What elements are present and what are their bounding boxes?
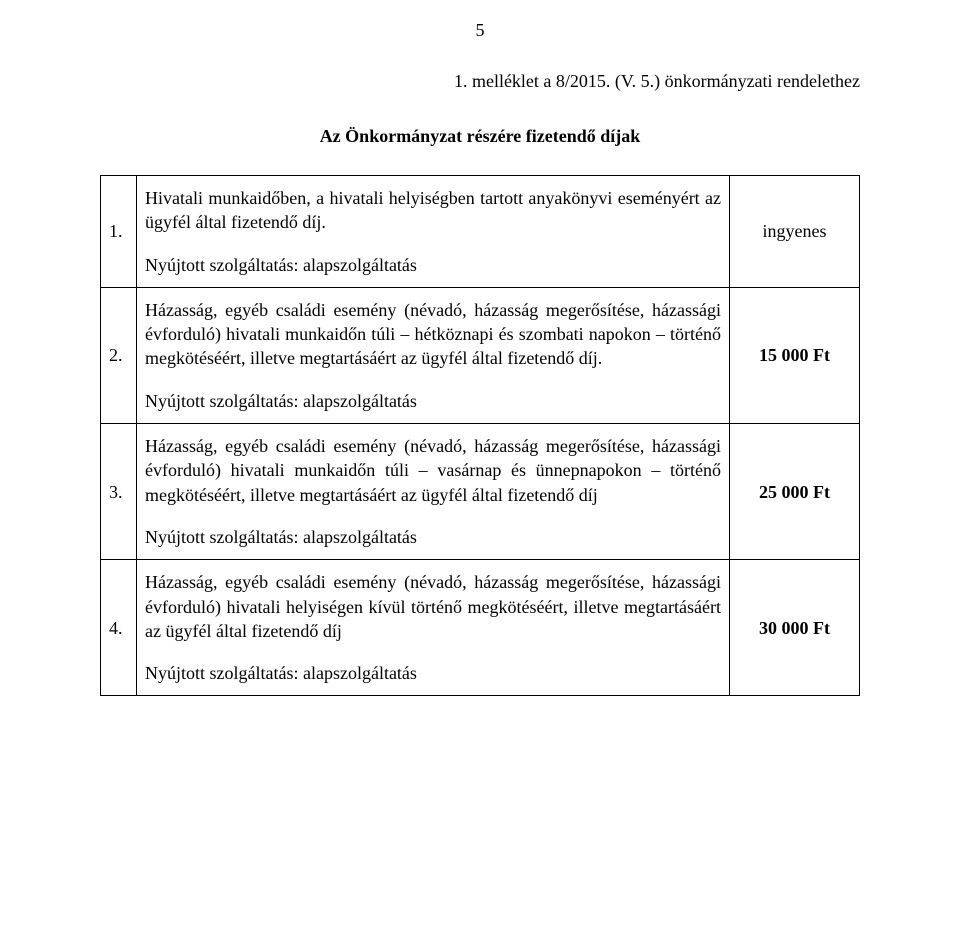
table-row: 3. Házasság, egyéb családi esemény (néva… — [101, 424, 860, 560]
table-row: 4. Házasság, egyéb családi esemény (néva… — [101, 560, 860, 696]
row-service-line: Nyújtott szolgáltatás: alapszolgáltatás — [145, 525, 721, 549]
row-description: Házasság, egyéb családi esemény (névadó,… — [137, 287, 730, 423]
row-number: 4. — [101, 560, 137, 696]
fee-table: 1. Hivatali munkaidőben, a hivatali hely… — [100, 175, 860, 696]
row-price: ingyenes — [730, 176, 860, 288]
row-service-line: Nyújtott szolgáltatás: alapszolgáltatás — [145, 661, 721, 685]
row-text: Házasság, egyéb családi esemény (névadó,… — [145, 570, 721, 643]
row-number: 3. — [101, 424, 137, 560]
row-price: 30 000 Ft — [730, 560, 860, 696]
row-text: Házasság, egyéb családi esemény (névadó,… — [145, 434, 721, 507]
table-heading: Az Önkormányzat részére fizetendő díjak — [100, 126, 860, 147]
row-service-line: Nyújtott szolgáltatás: alapszolgáltatás — [145, 253, 721, 277]
row-description: Házasság, egyéb családi esemény (névadó,… — [137, 424, 730, 560]
row-number: 2. — [101, 287, 137, 423]
table-row: 1. Hivatali munkaidőben, a hivatali hely… — [101, 176, 860, 288]
attachment-title: 1. melléklet a 8/2015. (V. 5.) önkormány… — [100, 71, 860, 92]
row-text: Házasság, egyéb családi esemény (névadó,… — [145, 298, 721, 371]
row-description: Házasság, egyéb családi esemény (névadó,… — [137, 560, 730, 696]
row-number: 1. — [101, 176, 137, 288]
page-number: 5 — [100, 20, 860, 41]
page: 5 1. melléklet a 8/2015. (V. 5.) önkormá… — [0, 0, 960, 940]
table-row: 2. Házasság, egyéb családi esemény (néva… — [101, 287, 860, 423]
row-price: 25 000 Ft — [730, 424, 860, 560]
row-description: Hivatali munkaidőben, a hivatali helyisé… — [137, 176, 730, 288]
row-price: 15 000 Ft — [730, 287, 860, 423]
row-text: Hivatali munkaidőben, a hivatali helyisé… — [145, 186, 721, 235]
row-service-line: Nyújtott szolgáltatás: alapszolgáltatás — [145, 389, 721, 413]
